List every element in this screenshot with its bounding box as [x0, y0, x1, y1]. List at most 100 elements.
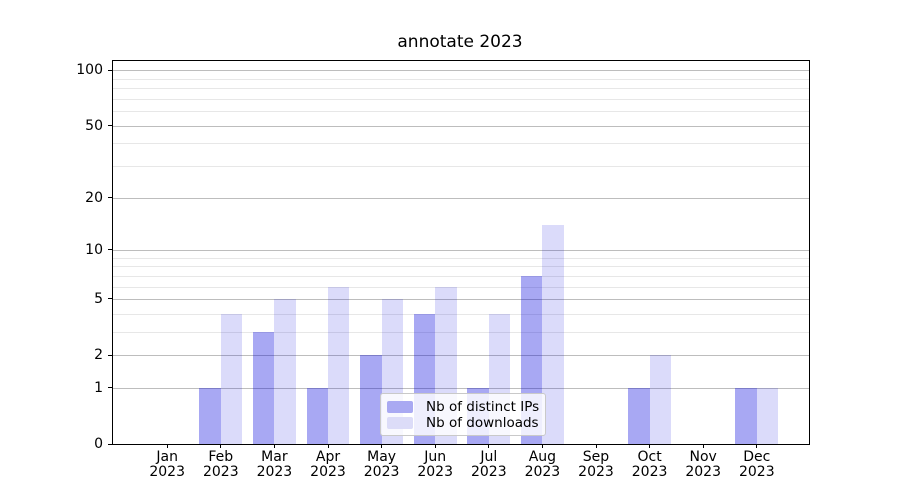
minor-gridline [113, 88, 809, 90]
x-tick-label: Nov 2023 [671, 450, 735, 480]
y-tick-mark [108, 197, 112, 199]
x-tick-mark [649, 444, 651, 448]
x-tick-year: 2023 [738, 464, 775, 480]
x-tick-year: 2023 [149, 464, 185, 480]
major-gridline [113, 197, 809, 199]
x-tick-year: 2023 [631, 464, 668, 480]
x-tick-year: 2023 [363, 464, 400, 480]
x-tick-label: May 2023 [350, 450, 414, 480]
bar-downloads-dec [756, 387, 779, 444]
bar-ips-oct [628, 387, 650, 444]
minor-gridline [113, 266, 809, 268]
y-tick-label: 1 [94, 379, 103, 396]
major-gridline [113, 387, 809, 389]
x-tick-month: Mar [261, 449, 288, 465]
legend-label: Nb of distinct IPs [426, 399, 540, 415]
x-tick-label: Jun 2023 [403, 450, 467, 480]
x-tick-month: Feb [208, 449, 234, 465]
x-tick-mark [595, 444, 597, 448]
minor-gridline [113, 78, 809, 80]
bar-downloads-oct [649, 355, 671, 444]
bar-ips-dec [735, 387, 757, 444]
y-tick-label: 5 [94, 290, 103, 307]
y-tick-label: 10 [85, 241, 103, 258]
x-tick-mark [381, 444, 383, 448]
major-gridline [113, 125, 809, 127]
x-tick-mark [273, 444, 275, 448]
bar-downloads-mar [274, 299, 296, 444]
x-tick-mark [434, 444, 436, 448]
bar-ips-may [360, 355, 382, 444]
legend-item: Nb of distinct IPs [387, 399, 541, 415]
x-tick-mark [220, 444, 222, 448]
x-tick-month: Dec [743, 449, 771, 465]
y-tick-mark [108, 249, 112, 251]
legend: Nb of distinct IPs Nb of downloads [380, 393, 546, 436]
y-tick-mark [108, 69, 112, 71]
x-tick-year: 2023 [417, 464, 453, 480]
legend-swatch-downloads [387, 417, 413, 429]
minor-gridline [113, 331, 809, 333]
x-tick-label: Feb 2023 [189, 450, 253, 480]
bar-downloads-feb [220, 313, 243, 444]
minor-gridline [113, 99, 809, 101]
x-tick-month: Sep [582, 449, 610, 465]
minor-gridline [113, 275, 809, 277]
minor-gridline [113, 166, 809, 168]
x-tick-mark [166, 444, 168, 448]
y-tick-label: 50 [85, 117, 103, 134]
x-tick-mark [488, 444, 490, 448]
x-tick-year: 2023 [256, 464, 293, 480]
x-tick-year: 2023 [202, 464, 239, 480]
y-tick-label: 0 [94, 436, 103, 452]
x-tick-label: Dec 2023 [725, 450, 789, 480]
y-tick-mark [108, 125, 112, 127]
legend-item: Nb of downloads [387, 415, 541, 431]
x-tick-month: Apr [315, 449, 341, 465]
x-tick-mark [702, 444, 704, 448]
y-tick-mark [108, 443, 112, 445]
bar-ips-apr [306, 387, 328, 444]
x-tick-month: Oct [637, 449, 662, 465]
x-tick-year: 2023 [310, 464, 346, 480]
x-tick-month: Jul [480, 449, 498, 465]
legend-swatch-ips [387, 401, 413, 413]
x-tick-label: Jan 2023 [135, 450, 199, 480]
legend-label: Nb of downloads [426, 415, 539, 431]
plot-area: Nb of distinct IPs Nb of downloads [112, 60, 810, 445]
major-gridline [113, 70, 809, 72]
minor-gridline [113, 143, 809, 145]
major-gridline [113, 355, 809, 357]
y-tick-label: 20 [85, 189, 103, 206]
minor-gridline [113, 313, 809, 315]
y-tick-mark [108, 354, 112, 356]
x-tick-label: Mar 2023 [242, 450, 306, 480]
x-tick-year: 2023 [685, 464, 721, 480]
major-gridline [113, 249, 809, 251]
x-tick-label: Oct 2023 [618, 450, 682, 480]
bar-downloads-aug [542, 224, 564, 444]
x-tick-label: Jul 2023 [457, 450, 521, 480]
y-tick-label: 100 [76, 62, 103, 79]
x-tick-mark [541, 444, 543, 448]
minor-gridline [113, 111, 809, 113]
x-tick-month: Aug [528, 449, 557, 465]
x-tick-label: Apr 2023 [296, 450, 360, 480]
chart-title: annotate 2023 [397, 32, 523, 52]
y-tick-label: 2 [94, 347, 103, 364]
x-tick-month: Jun [424, 449, 447, 465]
x-tick-month: Nov [689, 449, 717, 465]
y-tick-mark [108, 387, 112, 389]
bar-downloads-apr [328, 286, 350, 444]
x-tick-year: 2023 [578, 464, 614, 480]
x-tick-year: 2023 [470, 464, 507, 480]
x-tick-mark [756, 444, 758, 448]
y-tick-mark [108, 298, 112, 300]
x-tick-mark [327, 444, 329, 448]
minor-gridline [113, 286, 809, 288]
x-tick-month: Jan [156, 449, 178, 465]
x-tick-month: May [367, 449, 397, 465]
x-tick-year: 2023 [524, 464, 561, 480]
x-tick-label: Aug 2023 [510, 450, 574, 480]
